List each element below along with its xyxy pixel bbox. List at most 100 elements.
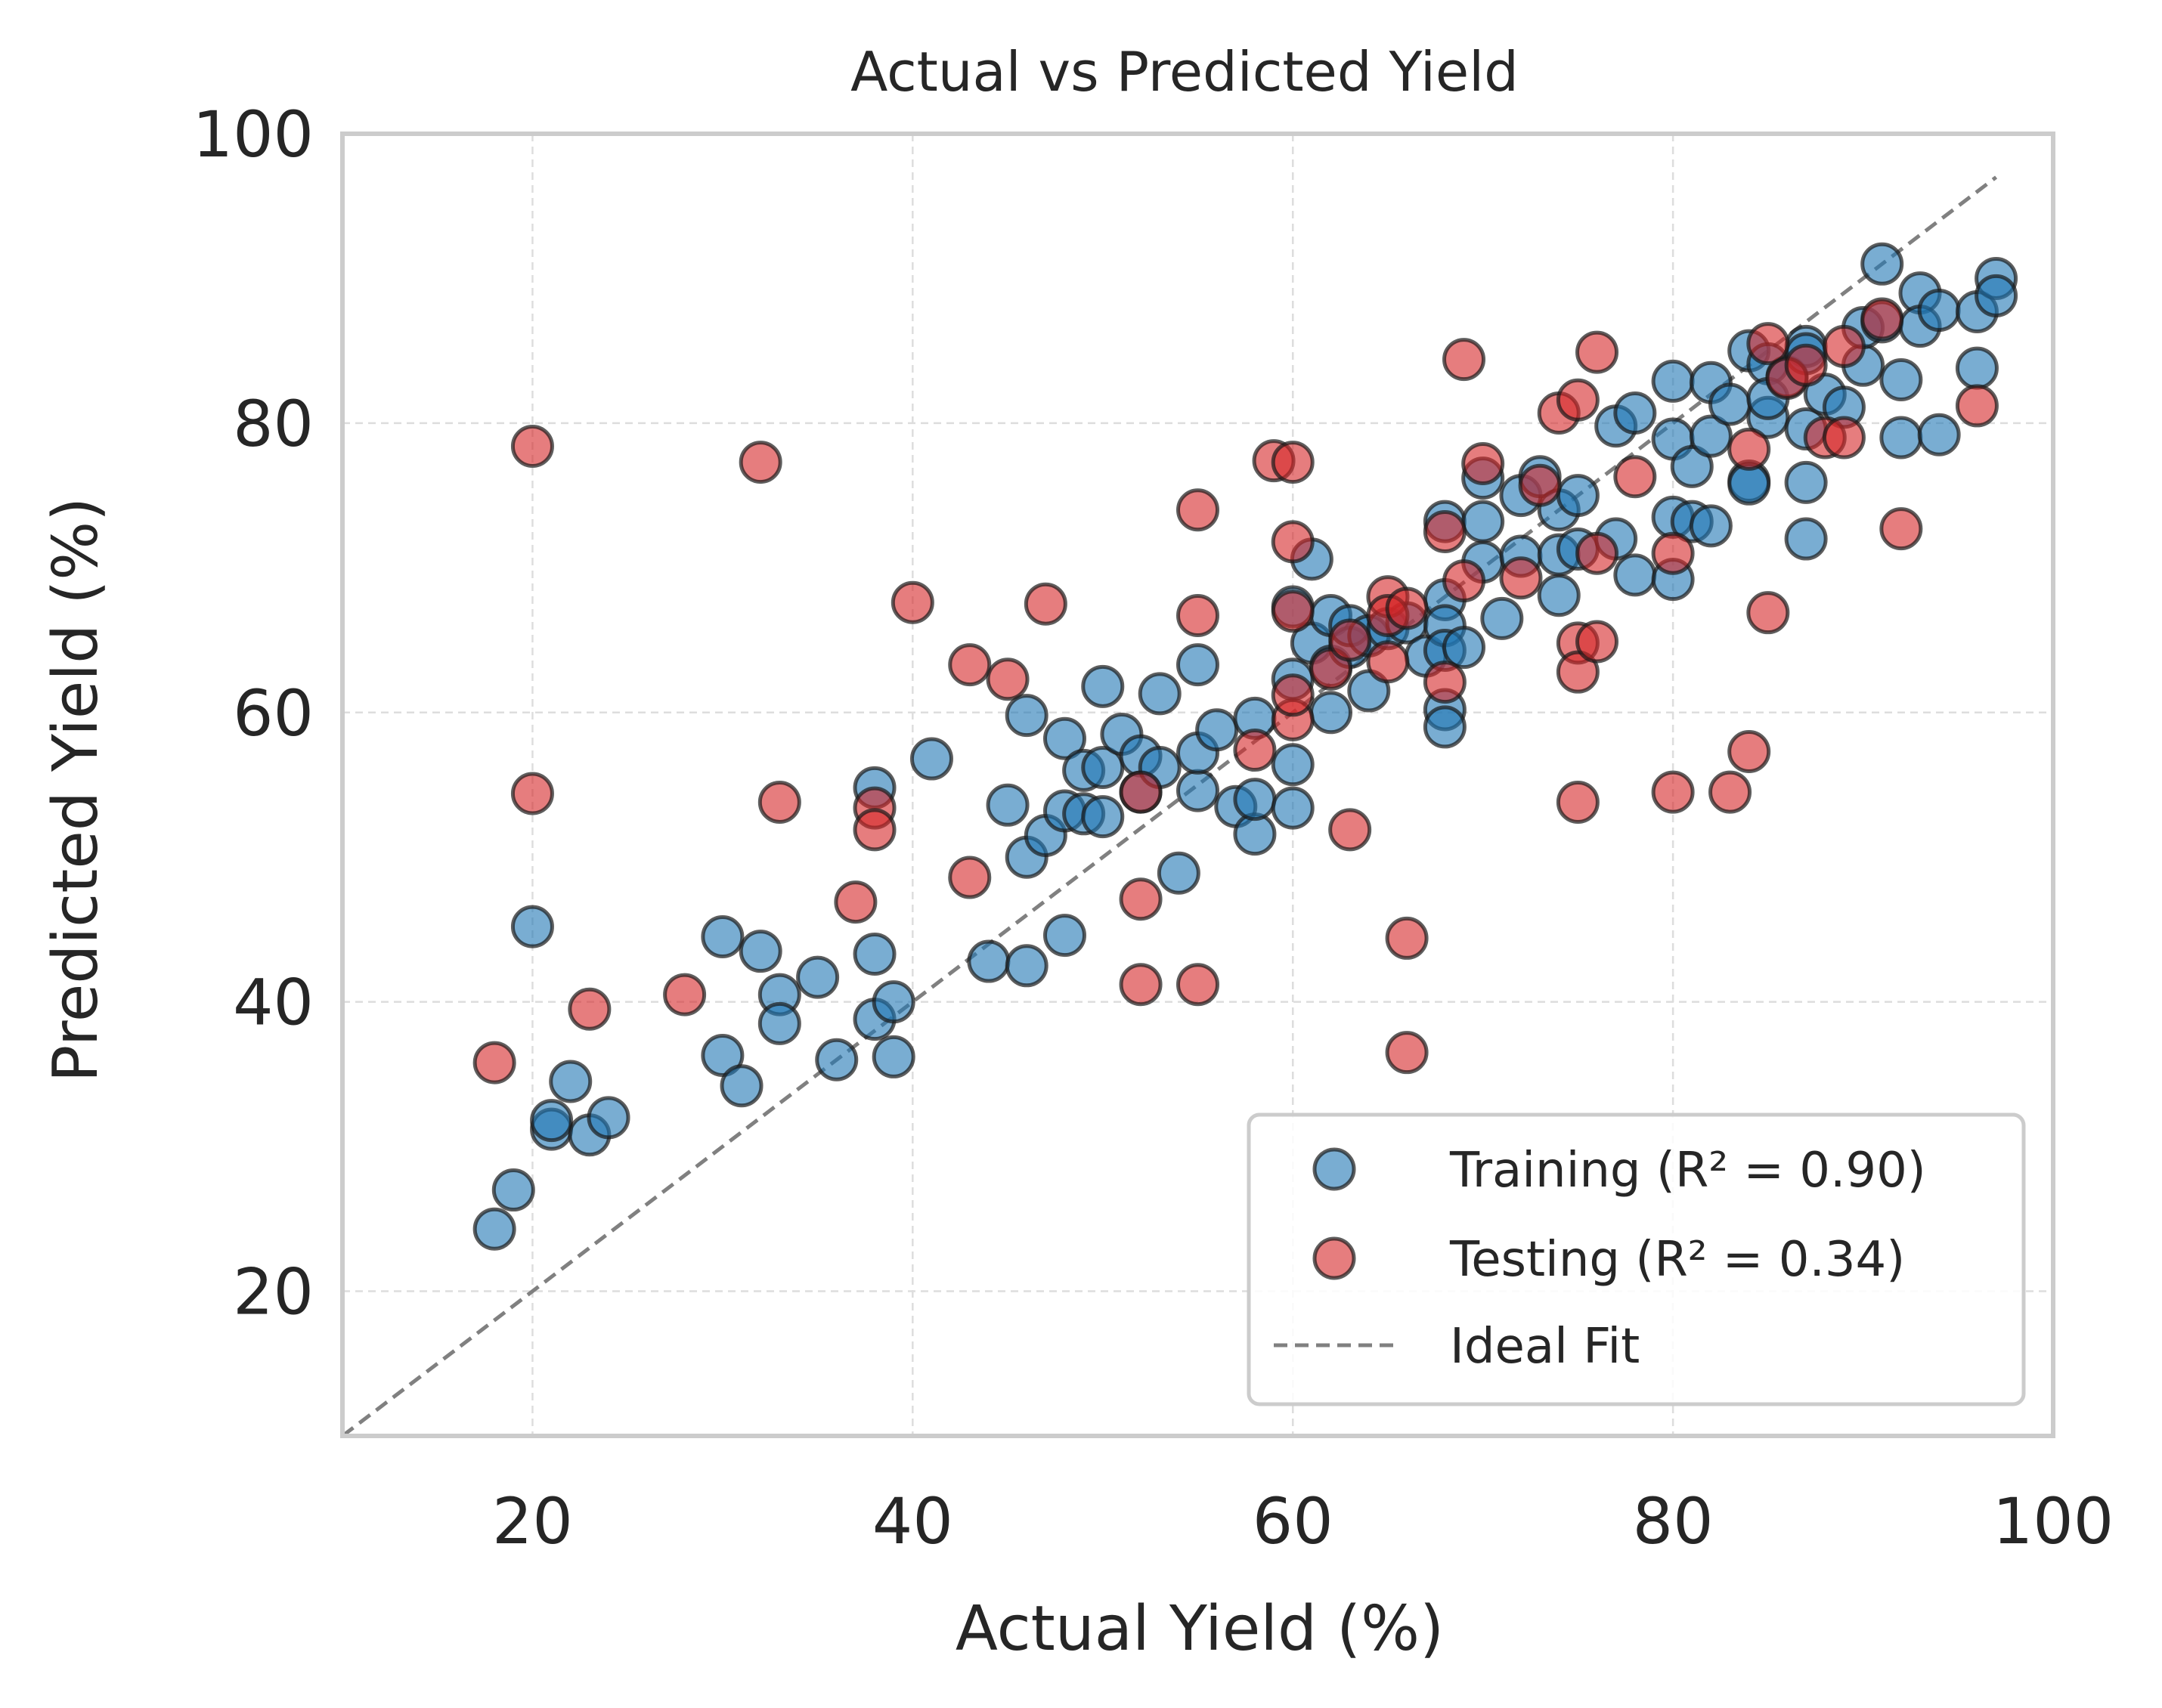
x-tick-labels: 20 40 60 80 100 xyxy=(492,1484,2114,1558)
legend-box xyxy=(1247,1112,2026,1406)
legend: Training (R² = 0.90) Testing (R² = 0.34)… xyxy=(1247,1112,2026,1406)
training-point xyxy=(1613,553,1657,597)
training-point xyxy=(1708,382,1752,426)
testing-point xyxy=(1271,673,1315,717)
x-axis-label: Actual Yield (%) xyxy=(956,1593,1444,1665)
testing-point xyxy=(1271,441,1315,484)
testing-point xyxy=(1727,427,1771,471)
training-point xyxy=(1955,346,1999,390)
y-tick-label: 80 xyxy=(233,387,314,461)
testing-point xyxy=(1328,618,1372,662)
legend-label-ideal: Ideal Fit xyxy=(1450,1319,1640,1375)
training-point xyxy=(853,932,897,976)
testing-point xyxy=(1461,441,1505,485)
training-point xyxy=(1480,596,1524,640)
training-point xyxy=(491,1168,535,1212)
testing-point xyxy=(510,425,554,469)
training-point xyxy=(1879,357,1923,401)
legend-label-training: Training (R² = 0.90) xyxy=(1449,1143,1926,1199)
training-point xyxy=(1157,851,1200,895)
training-point xyxy=(1537,574,1581,617)
y-axis-label: Predicted Yield (%) xyxy=(40,497,112,1082)
training-point xyxy=(1651,359,1695,403)
testing-point xyxy=(853,808,897,852)
training-point xyxy=(1233,778,1277,822)
training-point xyxy=(1138,672,1182,716)
testing-point xyxy=(568,987,612,1031)
testing-point xyxy=(1385,916,1429,960)
training-point xyxy=(1042,914,1086,958)
training-point xyxy=(1670,444,1714,488)
training-point xyxy=(530,1099,574,1143)
training-point xyxy=(967,939,1011,983)
testing-point xyxy=(1024,582,1067,626)
training-point xyxy=(549,1060,593,1103)
training-point xyxy=(1081,746,1125,790)
training-point xyxy=(1461,500,1505,543)
testing-point xyxy=(1119,877,1163,921)
x-tick-label: 60 xyxy=(1253,1484,1333,1558)
testing-point xyxy=(1822,324,1866,368)
testing-point xyxy=(1366,640,1410,684)
legend-marker-testing xyxy=(1312,1236,1356,1280)
x-tick-label: 100 xyxy=(1993,1484,2114,1558)
training-point xyxy=(1005,694,1048,738)
testing-point xyxy=(1423,661,1467,704)
testing-point xyxy=(1556,780,1600,824)
training-point xyxy=(1042,716,1086,760)
x-tick-label: 20 xyxy=(492,1484,573,1558)
testing-point xyxy=(1385,1031,1429,1075)
testing-point xyxy=(1746,591,1790,635)
testing-point xyxy=(948,643,992,687)
legend-label-testing: Testing (R² = 0.34) xyxy=(1449,1232,1905,1288)
training-point xyxy=(1081,664,1125,708)
plot-frame xyxy=(340,132,2055,1438)
y-tick-labels: 20 40 60 80 100 xyxy=(193,97,314,1329)
training-point xyxy=(1271,786,1315,830)
testing-point xyxy=(1442,338,1486,382)
training-point xyxy=(1081,795,1125,839)
testing-point xyxy=(1651,531,1695,575)
training-point xyxy=(472,1207,516,1251)
x-tick-label: 80 xyxy=(1633,1484,1714,1558)
testing-point xyxy=(1727,729,1771,773)
training-point xyxy=(587,1096,630,1140)
training-point xyxy=(1689,504,1733,548)
ideal-fit-line xyxy=(341,175,1998,1437)
training-point xyxy=(796,955,840,999)
testing-point xyxy=(1119,963,1163,1007)
training-point xyxy=(872,980,915,1024)
testing-point xyxy=(1575,620,1619,664)
testing-point xyxy=(1955,384,1999,428)
legend-marker-training xyxy=(1312,1147,1356,1191)
testing-point xyxy=(1271,520,1315,564)
testing-point xyxy=(472,1041,516,1085)
testing-point xyxy=(1879,507,1923,551)
testing-point xyxy=(757,780,801,824)
training-point xyxy=(1917,413,1961,456)
training-point xyxy=(1784,460,1828,504)
y-tick-label: 20 xyxy=(233,1255,314,1329)
testing-point xyxy=(1518,463,1562,507)
testing-point xyxy=(1822,416,1866,459)
testing-point xyxy=(1575,330,1619,374)
testing-point xyxy=(891,580,934,624)
testing-point xyxy=(986,658,1030,701)
ideal-fit-layer xyxy=(341,175,1998,1437)
training-point xyxy=(720,1064,764,1108)
training-point xyxy=(1271,743,1315,787)
testing-point xyxy=(510,772,554,815)
testing-point xyxy=(948,856,992,899)
training-point xyxy=(757,1001,801,1045)
training-point xyxy=(739,930,782,973)
testing-point xyxy=(1784,343,1828,387)
training-point xyxy=(815,1038,859,1081)
testing-point xyxy=(1708,770,1752,814)
chart-title: Actual vs Predicted Yield xyxy=(850,40,1519,104)
testing-point xyxy=(739,441,782,484)
training-point xyxy=(1195,708,1239,752)
training-point xyxy=(701,1034,745,1078)
training-point xyxy=(1879,416,1923,459)
training-point xyxy=(510,905,554,948)
